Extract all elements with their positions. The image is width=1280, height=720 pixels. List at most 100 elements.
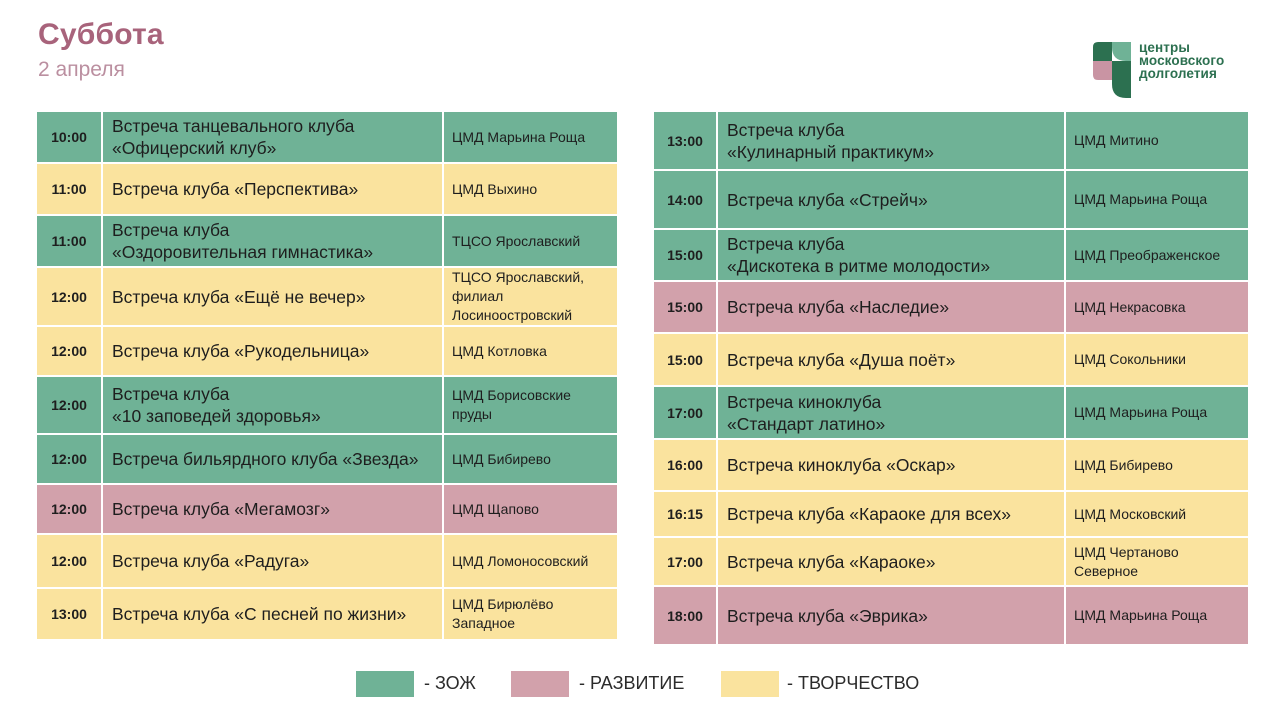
schedule-row: 10:00 Встреча танцевального клуба «Офицерс… <box>37 112 617 164</box>
event-title-line: Встреча клуба «Рукодельница» <box>112 341 370 361</box>
event-title: Встреча клуба «Караоке для всех» <box>718 492 1066 538</box>
event-title: Встреча клуба «Радуга» <box>103 535 444 589</box>
event-title: Встреча клуба «Стрейч» <box>718 171 1066 230</box>
schedule-row: 12:00 Встреча клуба «Радуга» ЦМД Ломоносов… <box>37 535 617 589</box>
event-location-line: ЦМД Бибирево <box>452 450 551 467</box>
event-location-line: ЦМД Щапово <box>452 500 539 517</box>
event-title-line: Встреча клуба «Стрейч» <box>727 189 928 210</box>
event-location: ЦМД Борисовские пруды <box>444 377 617 435</box>
event-time: 12:00 <box>37 535 103 589</box>
schedule-table-left: 10:00 Встреча танцевального клуба «Офицерс… <box>37 112 617 641</box>
event-title-line: Встреча клуба «С песней по жизни» <box>112 604 407 624</box>
event-title: Встреча клуба «Душа поёт» <box>718 334 1066 387</box>
event-title-line: Встреча клуба «Мегамозг» <box>112 499 330 519</box>
event-time: 17:00 <box>654 538 718 587</box>
event-title: Встреча бильярдного клуба «Звезда» <box>103 435 444 485</box>
event-location: ЦМД Бирюлёво Западное <box>444 589 617 641</box>
schedule-row: 12:00 Встреча бильярдного клуба «Звезда» Ц… <box>37 435 617 485</box>
event-time: 17:00 <box>654 387 718 440</box>
event-location-line: ЦМД Марьина Роща <box>452 128 586 145</box>
event-location-line: ЦМД Московский <box>1074 505 1187 522</box>
schedule-row: 17:00 Встреча клуба «Караоке» ЦМД Чертанов… <box>654 538 1248 587</box>
event-location: ЦМД Сокольники <box>1066 334 1248 387</box>
event-location-line: ТЦСО Ярославский, <box>452 269 585 285</box>
event-title: Встреча клуба «Перспектива» <box>103 164 444 216</box>
event-time: 12:00 <box>37 268 103 327</box>
event-time: 10:00 <box>37 112 103 164</box>
event-location: ЦМД Щапово <box>444 485 617 535</box>
logo-text: центры московского долголетия <box>1139 40 1225 81</box>
event-title: Встреча клуба «С песней по жизни» <box>103 589 444 641</box>
event-location: ЦМД Некрасовка <box>1066 282 1248 334</box>
event-location-line: ЦМД Ломоносовский <box>452 552 589 569</box>
schedule-row: 16:00 Встреча киноклуба «Оскар» ЦМД Бибире… <box>654 440 1248 492</box>
event-title: Встреча клуба «Рукодельница» <box>103 327 444 377</box>
schedule-row: 14:00 Встреча клуба «Стрейч» ЦМД Марьина Р… <box>654 171 1248 230</box>
event-location: ЦМД Котловка <box>444 327 617 377</box>
schedule-row: 15:00 Встреча клуба «Наследие» ЦМД Некрасо… <box>654 282 1248 334</box>
event-location: ЦМД Московский <box>1066 492 1248 538</box>
event-location: ЦМД Марьина Роща <box>1066 387 1248 440</box>
event-location-line: ЦМД Котловка <box>452 342 547 359</box>
event-time: 12:00 <box>37 485 103 535</box>
event-title-line: Встреча клуба «Ещё не вечер» <box>112 286 366 307</box>
event-title: Встреча клуба «10 заповедей здоровья» <box>103 377 444 435</box>
schedule-row: 11:00 Встреча клуба «Перспектива» ЦМД Выхи… <box>37 164 617 216</box>
event-location: ЦМД Марьина Роща <box>444 112 617 164</box>
event-title-line: Встреча клуба <box>727 119 845 140</box>
event-title: Встреча клуба «Дискотека в ритме молодост… <box>718 230 1066 282</box>
event-title-line: «Оздоровительная гимнастика» <box>112 242 374 262</box>
event-title-line: Встреча клуба <box>112 220 230 240</box>
event-location: ЦМД Марьина Роща <box>1066 171 1248 230</box>
event-title-line: Встреча киноклуба «Оскар» <box>727 455 956 475</box>
event-location: ЦМД Выхино <box>444 164 617 216</box>
event-title-line: Встреча клуба <box>727 234 845 254</box>
event-location-line: ЦМД Сокольники <box>1074 351 1187 367</box>
event-location-line: ЦМД Марьина Роща <box>1074 607 1208 623</box>
event-title: Встреча клуба «Наследие» <box>718 282 1066 334</box>
logo-line-1: центры <box>1139 40 1190 55</box>
event-title: Встреча танцевального клуба «Офицерский к… <box>103 112 444 164</box>
event-location-line: ЦМД Марьина Роща <box>1074 404 1208 420</box>
event-location-line: ЦМД Бибирево <box>1074 456 1173 473</box>
event-location: ЦМД Ломоносовский <box>444 535 617 589</box>
event-title-line: «Дискотека в ритме молодости» <box>727 256 991 276</box>
event-location-line: пруды <box>452 406 492 422</box>
schedule-row: 11:00 Встреча клуба «Оздоровительная гимна… <box>37 216 617 268</box>
schedule-row: 18:00 Встреча клуба «Эврика» ЦМД Марьина Р… <box>654 587 1248 646</box>
event-location: ЦМД Бибирево <box>1066 440 1248 492</box>
event-title-line: «Кулинарный практикум» <box>727 141 935 162</box>
event-location-line: ЦМД Бирюлёво <box>452 596 554 612</box>
page-date: 2 апреля <box>38 58 125 81</box>
schedule-row: 12:00 Встреча клуба «Ещё не вечер» ТЦСО Яр… <box>37 268 617 327</box>
schedule-row: 17:00 Встреча киноклуба «Стандарт латино» Ц… <box>654 387 1248 440</box>
event-title-line: Встреча бильярдного клуба «Звезда» <box>112 449 419 469</box>
schedule-table-right: 13:00 Встреча клуба «Кулинарный практикум»… <box>654 112 1248 646</box>
event-title-line: Встреча клуба «Эврика» <box>727 605 928 626</box>
event-location: ЦМД Бибирево <box>444 435 617 485</box>
event-title-line: «Офицерский клуб» <box>112 138 277 158</box>
event-location: ЦМД Чертаново Северное <box>1066 538 1248 587</box>
event-title: Встреча клуба «Кулинарный практикум» <box>718 112 1066 171</box>
schedule-row: 15:00 Встреча клуба «Душа поёт» ЦМД Соколь… <box>654 334 1248 387</box>
event-title-line: Встреча клуба «Перспектива» <box>112 179 359 199</box>
event-time: 15:00 <box>654 334 718 387</box>
event-time: 11:00 <box>37 164 103 216</box>
schedule-row: 13:00 Встреча клуба «С песней по жизни» ЦМ… <box>37 589 617 641</box>
schedule-row: 15:00 Встреча клуба «Дискотека в ритме мол… <box>654 230 1248 282</box>
legend-label-razvitie: - РАЗВИТИЕ <box>579 673 685 693</box>
schedule-row: 12:00 Встреча клуба «10 заповедей здоровья… <box>37 377 617 435</box>
legend-swatch-zozh <box>356 671 414 697</box>
schedule-row: 12:00 Встреча клуба «Рукодельница» ЦМД Кот… <box>37 327 617 377</box>
event-location-line: ЦМД Преображенское <box>1074 246 1221 263</box>
logo-mark-icon <box>1093 42 1131 98</box>
event-location: ЦМД Митино <box>1066 112 1248 171</box>
event-title: Встреча клуба «Караоке» <box>718 538 1066 587</box>
logo-line-3: долголетия <box>1139 66 1217 81</box>
event-location-line: Северное <box>1074 562 1139 579</box>
event-location-line: филиал <box>452 288 504 304</box>
schedule-row: 13:00 Встреча клуба «Кулинарный практикум»… <box>654 112 1248 171</box>
event-time: 18:00 <box>654 587 718 646</box>
event-time: 15:00 <box>654 282 718 334</box>
logo-line-2: московского <box>1139 53 1225 68</box>
